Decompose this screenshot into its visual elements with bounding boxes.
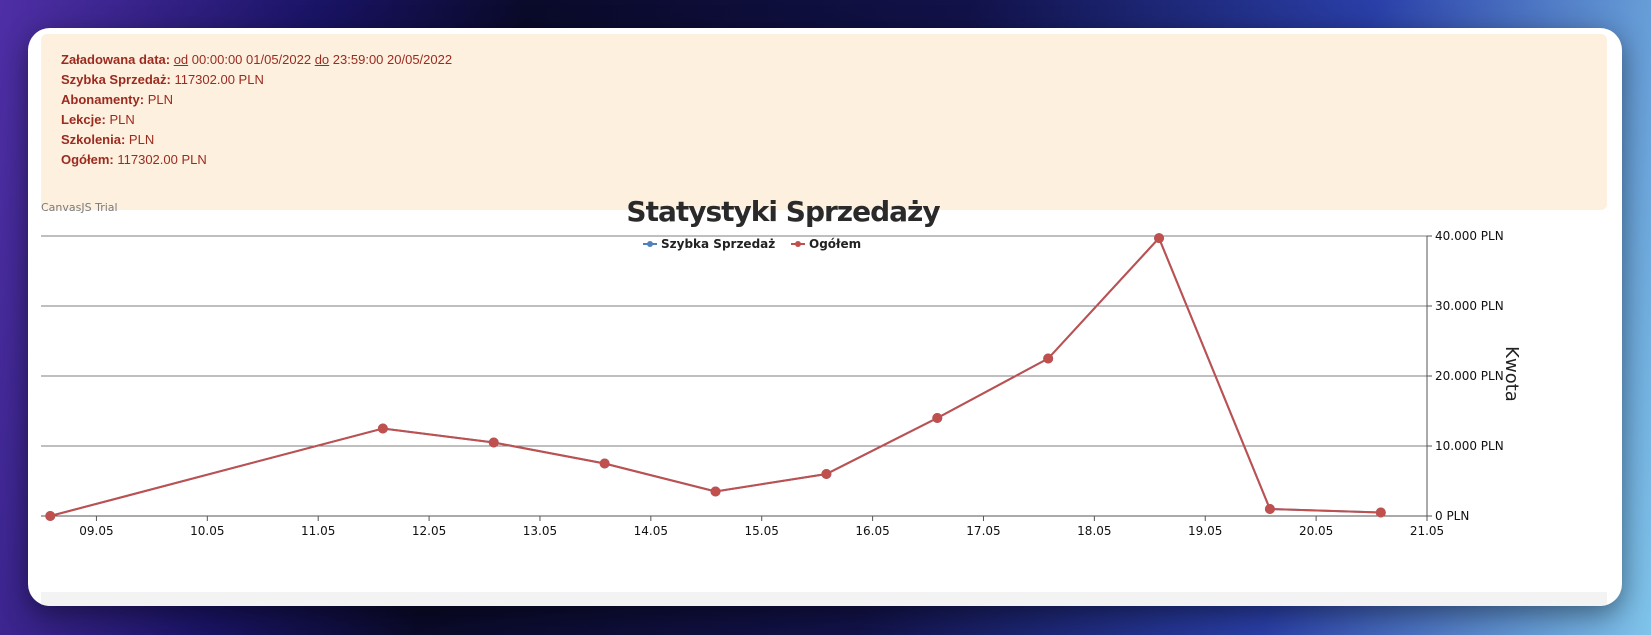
total-value: 117302.00 PLN [117, 152, 207, 167]
series-line-1 [49, 236, 1381, 517]
legend[interactable]: Szybka Sprzedaż Ogółem [643, 237, 861, 251]
series-lines [45, 233, 1386, 521]
x-tick-label: 15.05 [745, 524, 779, 538]
x-tick-label: 14.05 [634, 524, 668, 538]
data-point [488, 437, 499, 448]
x-tick-label: 10.05 [190, 524, 224, 538]
x-tick-label: 19.05 [1188, 524, 1222, 538]
quick-sale-line: Szybka Sprzedaż: 117302.00 PLN [61, 70, 1587, 90]
lessons-label: Lekcje: [61, 112, 106, 127]
chart-title: Statystyki Sprzedaży [626, 195, 940, 228]
x-tick-label: 12.05 [412, 524, 446, 538]
x-tick-label: 09.05 [79, 524, 113, 538]
data-point [377, 423, 388, 434]
to-word: do [314, 52, 330, 67]
legend-marker-dot [647, 241, 653, 247]
grid-lines [41, 235, 1427, 517]
data-point [1154, 233, 1165, 244]
total-label: Ogółem: [61, 152, 114, 167]
data-point [1375, 507, 1386, 518]
total-line: Ogółem: 117302.00 PLN [61, 150, 1587, 170]
subscriptions-label: Abonamenty: [61, 92, 145, 107]
legend-item-label: Ogółem [809, 237, 861, 251]
x-tick-label: 18.05 [1077, 524, 1111, 538]
data-point [599, 458, 610, 469]
sales-stats-card: Załadowana data: od 00:00:00 01/05/2022 … [28, 28, 1622, 606]
trainings-line: Szkolenia: PLN [61, 130, 1587, 150]
quick-sale-value: 117302.00 PLN [174, 72, 264, 87]
from-value: 00:00:00 01/05/2022 [191, 52, 312, 67]
legend-item-label: Szybka Sprzedaż [661, 237, 775, 251]
series-line-0 [49, 236, 1381, 517]
quick-sale-label: Szybka Sprzedaż: [61, 72, 171, 87]
to-value: 23:59:00 20/05/2022 [332, 52, 453, 67]
loaded-date-label: Załadowana data: [61, 52, 171, 67]
y-tick-label: 10.000 PLN [1435, 439, 1504, 453]
x-tick-label: 16.05 [855, 524, 889, 538]
lessons-value: PLN [109, 112, 135, 127]
x-axis-ticks: 09.05 10.05 11.05 12.05 13.05 14.05 15.05 16.05… [79, 516, 1444, 538]
loaded-date-line: Załadowana data: od 00:00:00 01/05/2022 … [61, 50, 1587, 70]
loaded-data-summary: Załadowana data: od 00:00:00 01/05/2022 … [41, 34, 1607, 210]
subscriptions-line: Abonamenty: PLN [61, 90, 1587, 110]
card-footer-strip [41, 592, 1607, 606]
y-tick-label: 40.000 PLN [1435, 229, 1504, 243]
canvasjs-trial-watermark: CanvasJS Trial [41, 201, 118, 214]
y-axis-title: Kwota [1501, 346, 1522, 402]
data-point [45, 511, 56, 521]
y-tick-label: 20.000 PLN [1435, 369, 1504, 383]
data-point [710, 486, 721, 497]
y-axis-ticks: 0 PLN 10.000 PLN 20.000 PLN 30.000 PLN 40.00… [1427, 229, 1504, 523]
y-tick-label: 0 PLN [1435, 509, 1469, 523]
x-tick-label: 11.05 [301, 524, 335, 538]
trainings-label: Szkolenia: [61, 132, 126, 147]
x-tick-label: 21.05 [1410, 524, 1444, 538]
from-word: od [173, 52, 189, 67]
trainings-value: PLN [128, 132, 155, 147]
data-point [932, 413, 943, 423]
subscriptions-value: PLN [147, 92, 173, 107]
lessons-line: Lekcje: PLN [61, 110, 1587, 130]
data-point [1043, 353, 1054, 364]
data-point [1264, 504, 1275, 514]
y-tick-label: 30.000 PLN [1435, 299, 1504, 313]
sales-line-chart: Statystyki Sprzedaży 09.05 10.05 11.05 12.0… [41, 195, 1522, 538]
x-tick-label: 13.05 [523, 524, 557, 538]
legend-marker-dot [795, 241, 801, 247]
x-tick-label: 17.05 [966, 524, 1000, 538]
data-point [821, 469, 832, 479]
x-tick-label: 20.05 [1299, 524, 1333, 538]
